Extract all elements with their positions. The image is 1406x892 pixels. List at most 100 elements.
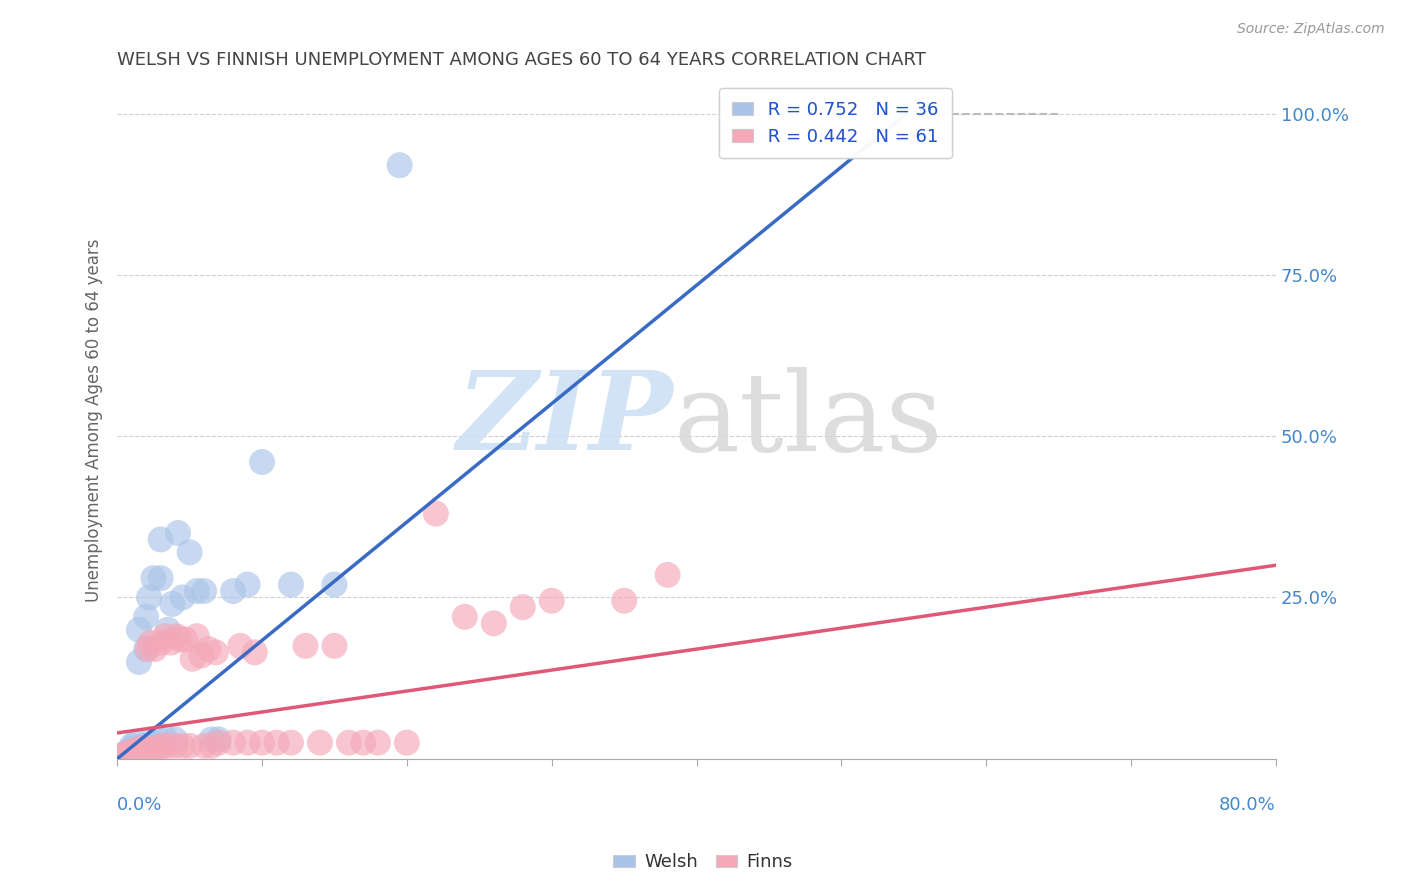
Point <box>540 593 562 607</box>
Point <box>193 584 215 599</box>
Point <box>197 642 219 657</box>
Point <box>139 635 162 649</box>
Point <box>143 642 166 657</box>
Point <box>142 742 165 756</box>
Point <box>122 745 145 759</box>
Point <box>132 739 155 753</box>
Point <box>181 652 204 666</box>
Point <box>266 736 288 750</box>
Point <box>222 736 245 750</box>
Point <box>135 642 157 657</box>
Point <box>179 545 201 559</box>
Point <box>128 655 150 669</box>
Point <box>152 729 174 743</box>
Point <box>323 639 346 653</box>
Point <box>613 593 636 607</box>
Point <box>323 577 346 591</box>
Point <box>186 584 208 599</box>
Point <box>200 732 222 747</box>
Point <box>129 744 152 758</box>
Point <box>149 533 172 547</box>
Point <box>149 571 172 585</box>
Point <box>118 747 141 762</box>
Point <box>153 629 176 643</box>
Point <box>138 591 160 605</box>
Point <box>117 747 139 761</box>
Point <box>149 635 172 649</box>
Point <box>250 455 273 469</box>
Point <box>138 736 160 750</box>
Text: Source: ZipAtlas.com: Source: ZipAtlas.com <box>1237 22 1385 37</box>
Point <box>193 739 215 753</box>
Point <box>367 736 389 750</box>
Text: atlas: atlas <box>673 367 943 474</box>
Point <box>172 739 194 753</box>
Point <box>200 739 222 753</box>
Point <box>124 744 146 758</box>
Text: ZIP: ZIP <box>457 367 673 474</box>
Point <box>512 600 534 615</box>
Point <box>309 736 332 750</box>
Point <box>207 736 229 750</box>
Point <box>128 742 150 756</box>
Point <box>388 158 411 172</box>
Point <box>146 742 169 756</box>
Point <box>186 629 208 643</box>
Point <box>204 645 226 659</box>
Point <box>352 736 374 750</box>
Point <box>172 591 194 605</box>
Text: WELSH VS FINNISH UNEMPLOYMENT AMONG AGES 60 TO 64 YEARS CORRELATION CHART: WELSH VS FINNISH UNEMPLOYMENT AMONG AGES… <box>117 51 927 69</box>
Point <box>146 732 169 747</box>
Point <box>136 642 159 657</box>
Point <box>657 568 679 582</box>
Point <box>121 742 143 756</box>
Point <box>190 648 212 663</box>
Point <box>108 748 131 763</box>
Point <box>120 745 142 759</box>
Point <box>128 623 150 637</box>
Point <box>118 747 141 761</box>
Point <box>166 629 188 643</box>
Point <box>160 597 183 611</box>
Point <box>280 577 302 591</box>
Point <box>207 732 229 747</box>
Point <box>165 732 187 747</box>
Y-axis label: Unemployment Among Ages 60 to 64 years: Unemployment Among Ages 60 to 64 years <box>86 238 103 602</box>
Point <box>124 742 146 756</box>
Point <box>280 736 302 750</box>
Text: 80.0%: 80.0% <box>1219 796 1277 814</box>
Point <box>229 639 252 653</box>
Legend:  R = 0.752   N = 36,  R = 0.442   N = 61: R = 0.752 N = 36, R = 0.442 N = 61 <box>718 88 952 159</box>
Point <box>395 736 418 750</box>
Point <box>236 736 259 750</box>
Point <box>125 745 148 759</box>
Point <box>156 739 179 753</box>
Point <box>142 739 165 753</box>
Point <box>150 739 173 753</box>
Point <box>169 632 191 647</box>
Point <box>114 748 136 763</box>
Point <box>425 507 447 521</box>
Point <box>132 742 155 756</box>
Point <box>482 616 505 631</box>
Point <box>114 748 136 763</box>
Point <box>138 742 160 756</box>
Text: 0.0%: 0.0% <box>117 796 163 814</box>
Point <box>174 632 197 647</box>
Point <box>294 639 316 653</box>
Point <box>454 610 477 624</box>
Point <box>111 747 134 762</box>
Point <box>125 736 148 750</box>
Point <box>135 610 157 624</box>
Point <box>115 747 138 762</box>
Point <box>167 526 190 541</box>
Point <box>121 747 143 761</box>
Point <box>337 736 360 750</box>
Legend: Welsh, Finns: Welsh, Finns <box>606 847 800 879</box>
Point <box>222 584 245 599</box>
Point <box>236 577 259 591</box>
Point <box>117 745 139 759</box>
Point <box>243 645 266 659</box>
Point <box>165 739 187 753</box>
Point <box>135 745 157 759</box>
